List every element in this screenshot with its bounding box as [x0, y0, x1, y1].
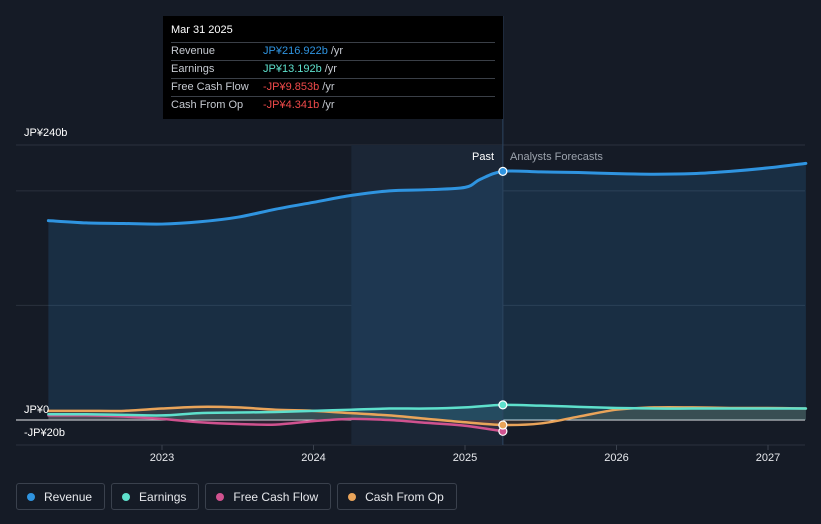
- tooltip-unit: /yr: [324, 63, 337, 75]
- legend-item-cash-from-op[interactable]: Cash From Op: [337, 483, 457, 510]
- legend-label: Revenue: [44, 489, 93, 504]
- tooltip-unit: /yr: [322, 81, 335, 93]
- tooltip-value: -JP¥4.341b: [263, 99, 320, 111]
- highlight-markers: [498, 166, 508, 436]
- marker-cash-from-op: [498, 420, 508, 430]
- y-axis-zero-label: JP¥0: [24, 404, 49, 416]
- revenue-area-fill: [48, 163, 806, 421]
- marker-revenue: [498, 166, 508, 176]
- legend-item-free-cash-flow[interactable]: Free Cash Flow: [205, 483, 332, 510]
- tooltip-date: Mar 31 2025: [171, 24, 233, 36]
- line-free-cash-flow: [47, 414, 505, 433]
- tooltip-row-free-cash-flow: Free Cash Flow -JP¥9.853b/yr: [171, 78, 495, 96]
- x-tick-label-2026: 2026: [604, 452, 628, 464]
- legend-item-revenue[interactable]: Revenue: [16, 483, 106, 510]
- tooltip-row-cash-from-op: Cash From Op -JP¥4.341b/yr: [171, 96, 495, 114]
- chart-legend: Revenue Earnings Free Cash Flow Cash From O…: [16, 483, 457, 510]
- tooltip-value: JP¥216.922b: [263, 45, 328, 57]
- tooltip-value: -JP¥9.853b: [263, 81, 320, 93]
- x-tick-label-2024: 2024: [301, 452, 325, 464]
- tooltip-unit: /yr: [322, 99, 335, 111]
- data-tooltip: Mar 31 2025 Revenue JP¥216.922b/yr Earning…: [163, 16, 503, 119]
- marker-earnings: [498, 400, 508, 410]
- tooltip-label: Cash From Op: [171, 99, 244, 111]
- line-earnings: [47, 403, 808, 417]
- tooltip-unit: /yr: [330, 45, 344, 57]
- legend-item-earnings[interactable]: Earnings: [111, 483, 200, 510]
- legend-label: Earnings: [139, 489, 187, 504]
- tooltip-label: Free Cash Flow: [171, 81, 249, 93]
- tooltip-row-earnings: Earnings JP¥13.192b/yr: [171, 60, 495, 78]
- legend-dot-icon: [27, 492, 35, 501]
- tooltip-value: JP¥13.192b: [263, 63, 322, 75]
- legend-dot-icon: [348, 492, 357, 501]
- line-revenue: [46, 161, 808, 226]
- past-shade-region: [351, 145, 503, 445]
- x-axis-ticks: 2023 2024 2025 2026 2027: [150, 445, 780, 464]
- x-tick-label-2027: 2027: [756, 452, 780, 464]
- line-cash-from-op: [47, 405, 808, 427]
- tooltip-label: Revenue: [171, 45, 216, 57]
- legend-label: Free Cash Flow: [233, 489, 319, 504]
- series-lines: [46, 161, 808, 433]
- forecast-label: Analysts Forecasts: [510, 151, 603, 163]
- y-axis-negative-label: -JP¥20b: [24, 427, 65, 439]
- legend-label: Cash From Op: [365, 489, 444, 504]
- y-axis-top-label: JP¥240b: [24, 127, 67, 139]
- tooltip-label: Earnings: [171, 63, 215, 75]
- legend-dot-icon: [216, 492, 225, 501]
- tooltip-row-revenue: Revenue JP¥216.922b/yr: [171, 42, 495, 60]
- x-tick-label-2023: 2023: [150, 452, 174, 464]
- past-label: Past: [472, 151, 494, 163]
- legend-dot-icon: [122, 492, 131, 501]
- x-tick-label-2025: 2025: [453, 452, 477, 464]
